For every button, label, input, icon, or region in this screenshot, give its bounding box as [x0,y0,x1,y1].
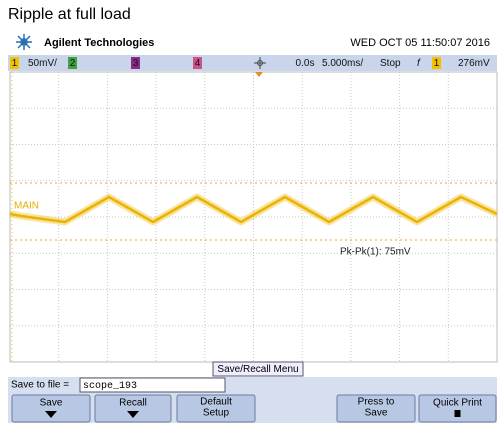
ch3: 3 [133,58,139,69]
timebase-label: MAIN [14,201,39,212]
softkey-label: Save [365,408,388,419]
trigger-position-icon [254,57,266,69]
file-label: Save to file = [11,380,72,391]
run-state: Stop [380,58,401,69]
trigger-slope: f [417,58,421,69]
trigger-level: 276mV [458,58,490,69]
ch1: 1 [12,58,18,69]
softkey-arrow [45,411,57,418]
softkey[interactable] [11,394,91,423]
ch2: 2 [70,58,76,69]
softkey-label: Press to [358,397,395,408]
ch1-box[interactable] [10,57,19,69]
softkey-label: Quick Print [433,398,482,409]
softkey-label: Recall [119,398,147,409]
softkey-icon [454,410,461,417]
trigger-source-box [432,57,441,69]
menu-title-box [212,361,304,377]
timebase: 5.000ms/ [322,58,363,69]
ch3-box[interactable] [131,57,140,69]
ch1-scale: 50mV/ [28,58,57,69]
file-input[interactable] [79,377,226,393]
title: Ripple at full load [8,6,131,23]
trigger-marker [255,72,263,77]
ch2-box[interactable] [68,57,77,69]
menu-title: Save/Recall Menu [217,364,298,375]
brand: Agilent Technologies [44,37,154,49]
softkey[interactable] [336,394,416,423]
softkey[interactable] [94,394,172,423]
datetime: WED OCT 05 11:50:07 2016 [350,37,490,49]
delay: 0.0s [296,58,315,69]
softkey-label: Save [40,398,63,409]
status-bar [8,55,497,71]
waveform [9,195,498,224]
measurement: Pk-Pk(1): 75mV [340,247,411,258]
logo [16,34,32,50]
softkey-label: Setup [203,408,230,419]
file-name: scope_193 [83,381,137,392]
ch4: 4 [195,58,201,69]
softkey-arrow [127,411,139,418]
softkey[interactable] [418,394,497,423]
trigger-source: 1 [434,58,440,69]
softkey[interactable] [176,394,256,423]
ch4-box[interactable] [193,57,202,69]
softkey-label: Default [200,397,232,408]
